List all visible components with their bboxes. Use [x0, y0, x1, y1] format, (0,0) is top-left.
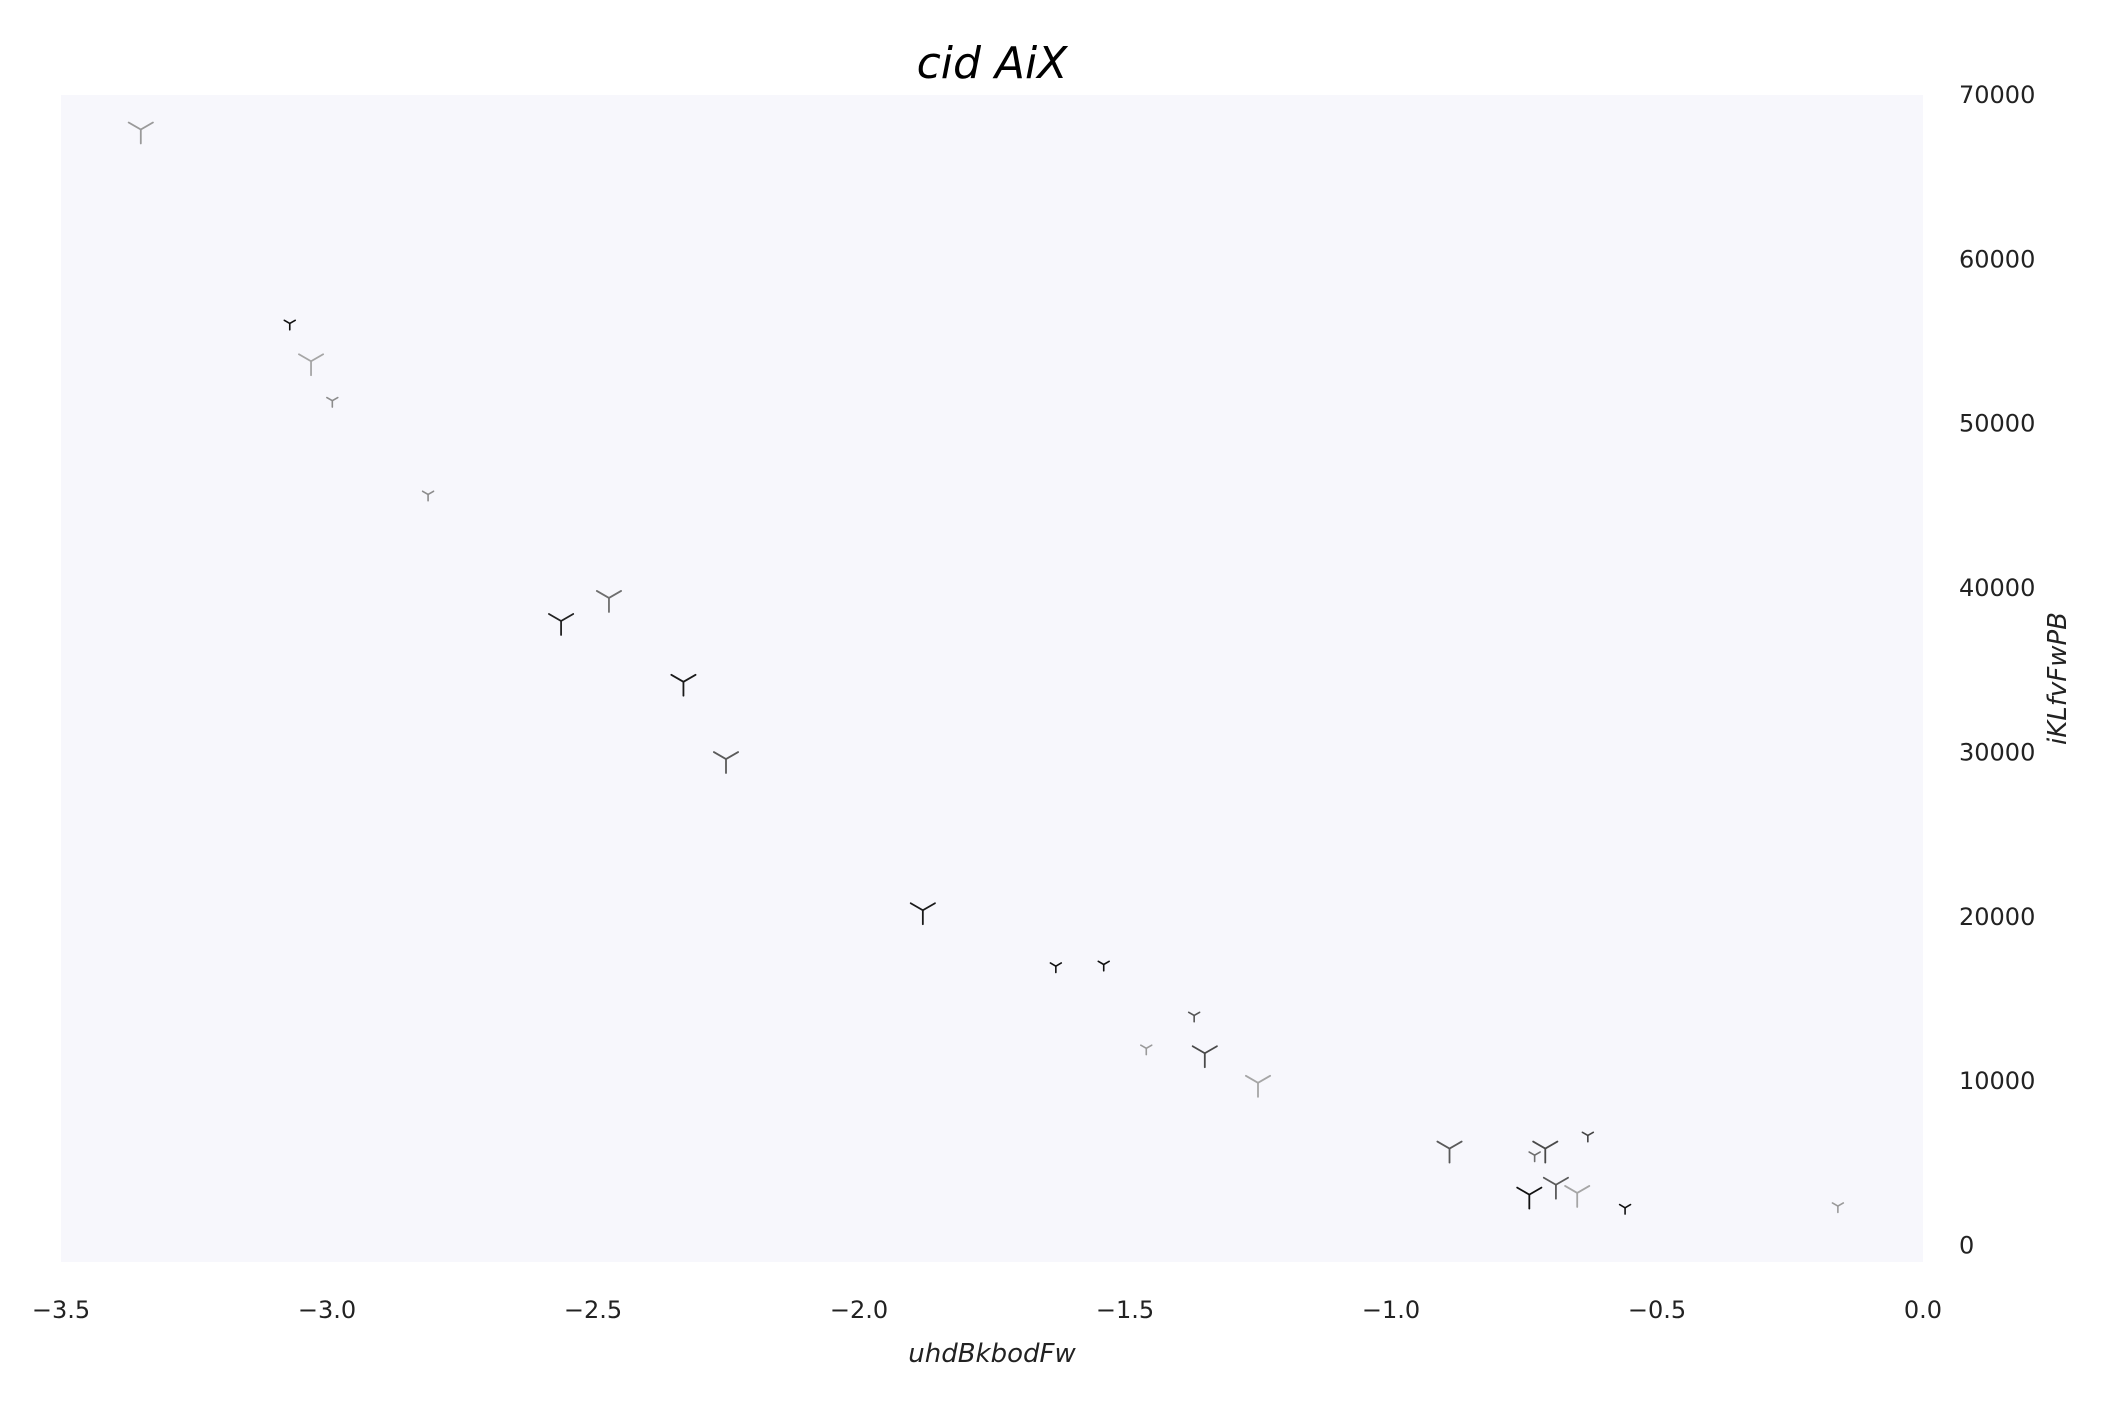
data-point: [298, 353, 325, 377]
data-point: [548, 613, 575, 636]
data-point: [909, 902, 936, 926]
data-point: [595, 590, 622, 613]
data-point: [283, 319, 297, 331]
x-tick-label: 0.0: [1904, 1296, 1942, 1324]
data-point: [1528, 1151, 1541, 1163]
data-point: [1140, 1044, 1153, 1056]
data-point: [1244, 1074, 1272, 1098]
data-point: [1191, 1045, 1218, 1069]
data-point: [1564, 1185, 1591, 1208]
y-tick-label: 30000: [1959, 738, 2035, 766]
y-axis-label: iKLfvFwPB: [2043, 612, 2073, 745]
x-tick-label: −1.0: [1362, 1296, 1420, 1324]
y-tick-label: 70000: [1959, 81, 2035, 109]
x-tick-label: −3.5: [32, 1296, 90, 1324]
x-tick-label: −3.0: [298, 1296, 356, 1324]
data-point: [421, 490, 435, 502]
data-point: [127, 121, 154, 145]
chart-title: cid AiX: [917, 38, 1069, 89]
x-tick-label: −1.5: [1096, 1296, 1154, 1324]
y-axis-ticks: 0 10000 20000 30000 40000 50000 60000 70000: [1959, 81, 2035, 1260]
y-tick-label: 60000: [1959, 245, 2035, 273]
data-point: [1831, 1202, 1845, 1214]
x-axis-ticks: −3.5 −3.0 −2.5 −2.0 −1.5 −1.0 −0.5 0.0: [32, 1296, 1942, 1324]
data-point: [670, 673, 697, 697]
y-tick-label: 10000: [1959, 1067, 2035, 1095]
data-point: [1532, 1140, 1559, 1164]
data-point: [1049, 962, 1063, 974]
plot-area: [61, 95, 1923, 1262]
data-points: [127, 121, 1845, 1215]
data-point: [1097, 960, 1110, 972]
data-point: [1618, 1203, 1632, 1215]
x-tick-label: −0.5: [1628, 1296, 1686, 1324]
x-tick-label: −2.5: [564, 1296, 622, 1324]
data-point: [1187, 1011, 1201, 1023]
y-tick-label: 20000: [1959, 903, 2035, 931]
data-point: [712, 751, 740, 774]
data-point: [1516, 1186, 1543, 1210]
x-tick-label: −2.0: [830, 1296, 888, 1324]
x-axis-label: uhdBkbodFw: [908, 1339, 1076, 1369]
y-tick-label: 0: [1959, 1232, 1974, 1260]
y-tick-label: 50000: [1959, 410, 2035, 438]
data-point: [326, 396, 339, 408]
data-point: [1581, 1131, 1595, 1143]
data-point: [1542, 1176, 1569, 1200]
y-tick-label: 40000: [1959, 574, 2035, 602]
data-point: [1436, 1140, 1463, 1164]
